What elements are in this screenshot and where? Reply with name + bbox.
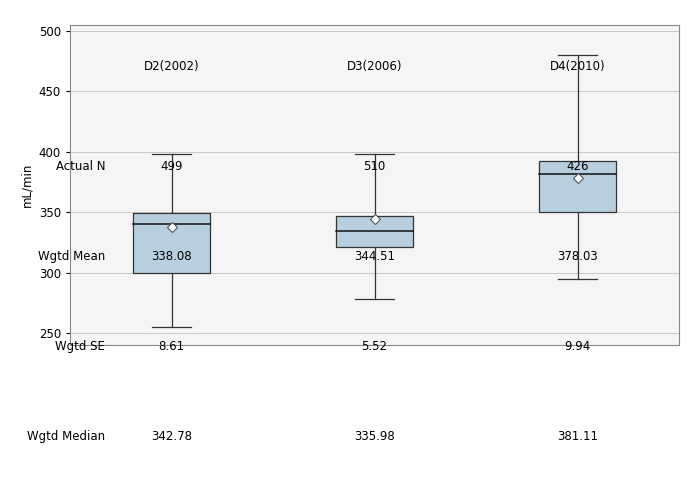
Y-axis label: mL/min: mL/min — [20, 163, 33, 207]
Text: 342.78: 342.78 — [151, 430, 192, 443]
Text: Wgtd Mean: Wgtd Mean — [38, 250, 105, 263]
Bar — [133, 214, 210, 272]
Text: 9.94: 9.94 — [564, 340, 591, 353]
Text: D4(2010): D4(2010) — [550, 60, 606, 73]
Text: 344.51: 344.51 — [354, 250, 395, 263]
Text: 381.11: 381.11 — [557, 430, 598, 443]
Text: 378.03: 378.03 — [557, 250, 598, 263]
Text: 338.08: 338.08 — [151, 250, 192, 263]
Text: D3(2006): D3(2006) — [346, 60, 402, 73]
Text: Wgtd Median: Wgtd Median — [27, 430, 105, 443]
Bar — [336, 216, 413, 247]
Text: Actual N: Actual N — [55, 160, 105, 173]
Text: 499: 499 — [160, 160, 183, 173]
Text: 510: 510 — [363, 160, 386, 173]
Text: 8.61: 8.61 — [158, 340, 185, 353]
Text: 426: 426 — [566, 160, 589, 173]
Bar — [539, 162, 616, 212]
Text: 5.52: 5.52 — [361, 340, 388, 353]
Text: D2(2002): D2(2002) — [144, 60, 200, 73]
Text: Wgtd SE: Wgtd SE — [55, 340, 105, 353]
Text: 335.98: 335.98 — [354, 430, 395, 443]
